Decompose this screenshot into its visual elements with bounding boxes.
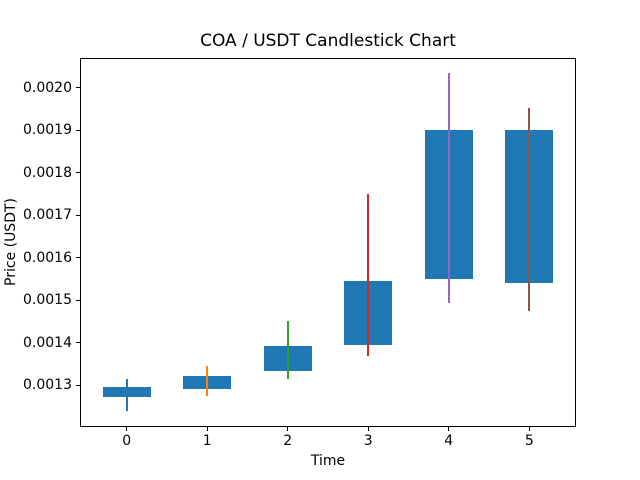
chart-title: COA / USDT Candlestick Chart: [200, 31, 456, 51]
x-tick-label: 1: [202, 433, 212, 449]
y-tick-label: 0.0013: [23, 377, 72, 394]
candle-wick: [528, 108, 531, 311]
plot-area: [80, 58, 576, 427]
y-tick: [76, 172, 80, 174]
candle-wick: [286, 321, 289, 379]
y-tick: [76, 384, 80, 386]
x-tick-label: 3: [363, 433, 373, 449]
y-tick: [76, 257, 80, 259]
y-tick-label: 0.0017: [23, 207, 72, 224]
y-tick: [76, 342, 80, 344]
x-tick-label: 4: [444, 433, 454, 449]
y-tick-label: 0.0015: [23, 292, 72, 309]
x-tick-label: 5: [524, 433, 534, 449]
candle-wick: [367, 194, 370, 356]
y-tick-label: 0.0016: [23, 249, 72, 266]
x-tick: [367, 427, 369, 431]
candle-wick: [206, 366, 209, 396]
x-tick: [206, 427, 208, 431]
x-axis-label: Time: [310, 453, 346, 469]
candle-wick: [447, 73, 450, 304]
y-tick-label: 0.0019: [23, 122, 72, 139]
y-tick-label: 0.0014: [23, 334, 72, 351]
y-tick: [76, 214, 80, 216]
y-tick: [76, 87, 80, 89]
x-tick-label: 2: [283, 433, 293, 449]
x-tick: [448, 427, 450, 431]
y-tick: [76, 129, 80, 131]
candle-wick: [125, 378, 128, 411]
x-tick: [528, 427, 530, 431]
y-tick-label: 0.0020: [23, 79, 72, 96]
x-tick: [287, 427, 289, 431]
y-tick-label: 0.0018: [23, 164, 72, 181]
x-tick: [126, 427, 128, 431]
x-tick-label: 0: [122, 433, 132, 449]
y-tick: [76, 299, 80, 301]
